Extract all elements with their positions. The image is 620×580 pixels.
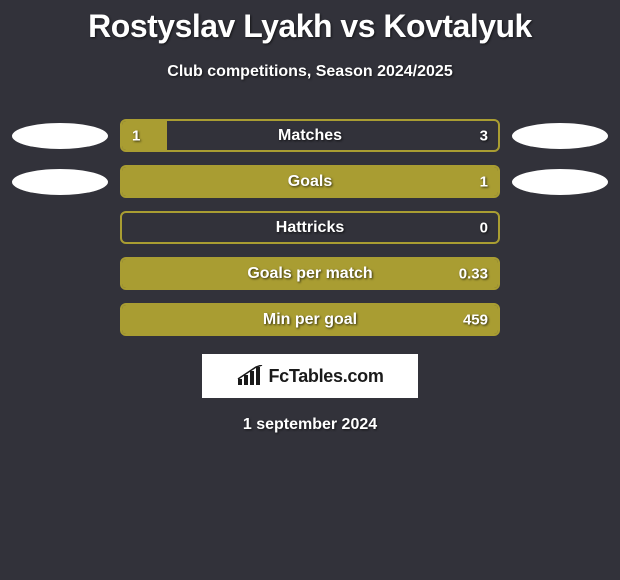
page-title: Rostyslav Lyakh vs Kovtalyuk <box>0 8 620 45</box>
site-logo: FcTables.com <box>202 354 418 398</box>
bar-chart-icon <box>236 365 264 387</box>
player-right-avatar <box>510 121 610 151</box>
date-text: 1 september 2024 <box>0 416 620 434</box>
stat-row: Min per goal 459 <box>10 303 610 336</box>
player-right-avatar <box>510 167 610 197</box>
stat-value-right: 1 <box>480 173 488 190</box>
stat-label: Matches <box>278 127 342 145</box>
stat-label: Goals <box>288 173 332 191</box>
stat-bar: Goals 1 <box>120 165 500 198</box>
spacer <box>10 259 110 289</box>
stat-bar: 1 Matches 3 <box>120 119 500 152</box>
stat-row: Goals per match 0.33 <box>10 257 610 290</box>
stat-value-right: 3 <box>480 127 488 144</box>
stat-row: Goals 1 <box>10 165 610 198</box>
stat-value-left: 1 <box>132 127 140 144</box>
stat-value-right: 0.33 <box>459 265 488 282</box>
stat-row: Hattricks 0 <box>10 211 610 244</box>
stats-rows: 1 Matches 3 Goals 1 Hattricks 0 Goals per match… <box>0 119 620 336</box>
stat-bar: Goals per match 0.33 <box>120 257 500 290</box>
spacer <box>510 213 610 243</box>
avatar-placeholder-icon <box>512 123 608 149</box>
logo-text: FcTables.com <box>268 366 383 387</box>
spacer <box>10 213 110 243</box>
spacer <box>510 259 610 289</box>
subtitle: Club competitions, Season 2024/2025 <box>0 63 620 81</box>
stat-value-right: 459 <box>463 311 488 328</box>
player-left-avatar <box>10 121 110 151</box>
avatar-placeholder-icon <box>12 123 108 149</box>
avatar-placeholder-icon <box>12 169 108 195</box>
stat-label: Hattricks <box>276 219 344 237</box>
bar-fill-left <box>122 121 167 150</box>
comparison-infographic: Rostyslav Lyakh vs Kovtalyuk Club compet… <box>0 0 620 434</box>
stat-row: 1 Matches 3 <box>10 119 610 152</box>
avatar-placeholder-icon <box>512 169 608 195</box>
stat-label: Min per goal <box>263 311 357 329</box>
player-left-avatar <box>10 167 110 197</box>
stat-bar: Min per goal 459 <box>120 303 500 336</box>
stat-bar: Hattricks 0 <box>120 211 500 244</box>
stat-label: Goals per match <box>247 265 372 283</box>
spacer <box>10 305 110 335</box>
stat-value-right: 0 <box>480 219 488 236</box>
spacer <box>510 305 610 335</box>
